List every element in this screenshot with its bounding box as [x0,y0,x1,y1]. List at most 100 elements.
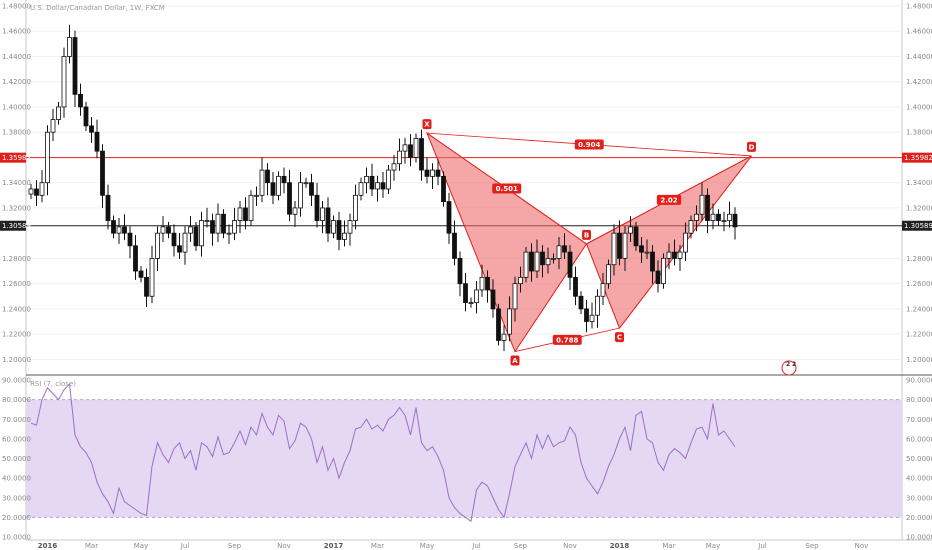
price-tick-label: 1.38000 [2,129,31,137]
candle-body [133,245,138,272]
time-tick-label: May [134,542,148,550]
candle-body [391,163,397,171]
candle-body [94,131,100,152]
pattern-point-label: C [617,334,622,342]
price-level-tag-label: 1.30589 [2,222,31,230]
price-tick-label: 1.38000 [906,129,932,137]
candle-body [325,207,331,234]
candle-body [105,194,111,221]
rsi-line [30,382,736,523]
candle-body [314,194,320,221]
candle-body [72,37,78,95]
candle-body [402,144,408,152]
time-axis: 2016 Mar May Jul Sep Nov 2017 Mar May Jul Sep Nov 20… [38,542,869,550]
candle-body [633,226,639,247]
price-level-tag [902,152,932,163]
rsi-tick-label: 20.0000 [906,514,932,522]
time-tick-label: Jul [471,542,481,550]
candle-body [204,220,210,222]
price-tick-label: 1.28000 [2,255,31,263]
candlestick-series [28,24,738,352]
candle-body [446,201,452,234]
candle-body [562,245,567,253]
time-tick-label: Mar [662,542,675,550]
candle-body [353,194,358,221]
candle-body [188,226,193,234]
price-tick-label: 1.42000 [2,78,31,86]
candle-body [606,264,611,285]
price-level-tag-label: 1.30589 [904,222,932,230]
candle-body [138,270,144,278]
annotation-badge[interactable]: 2 2 [781,360,797,376]
candle-body [705,194,710,221]
candle-body [116,226,122,234]
rsi-tick-label: 10.0000 [2,534,31,542]
pattern-point-badge [747,141,756,152]
candle-body [551,258,556,260]
candle-body [699,194,705,215]
candle-body [149,258,155,297]
price-level-tag [0,220,26,231]
candle-body [56,106,61,120]
price-level-tag-label: 1.35982 [904,154,932,162]
candle-body [534,251,540,272]
candle-body [34,188,39,196]
candle-body [710,213,716,221]
pattern-ratio-label: 0.501 [496,185,518,193]
time-tick-label: Nov [563,542,577,550]
candle-body [193,226,199,247]
price-tick-label: 1.48000 [2,3,31,11]
rsi-tick-label: 90.0000 [2,377,31,385]
price-tick-label: 1.44000 [906,53,932,61]
price-tick-label: 1.22000 [906,331,932,339]
price-tick-label: 1.40000 [906,103,932,111]
rsi-tick-label: 20.0000 [2,514,31,522]
price-tick-label: 1.46000 [2,28,31,36]
candle-body [650,251,655,272]
pattern-point-badge [422,119,432,130]
candle-body [358,182,364,196]
rsi-tick-label: 50.0000 [906,455,932,463]
candle-body [529,251,534,272]
rsi-pane[interactable]: 90.0000 80.0000 70.0000 60.0000 50.0000 40.00… [2,377,932,542]
rsi-tick-label: 40.0000 [906,475,932,483]
candle-body [545,258,551,266]
candle-body [122,226,127,234]
price-tick-label: 1.32000 [906,204,932,212]
pattern-ratio-label: 0.904 [578,141,600,149]
time-tick-label: Jul [757,542,767,550]
candle-body [628,226,633,234]
candle-body [226,232,232,235]
candle-body [171,232,177,247]
candle-body [215,213,221,234]
rsi-tick-label: 30.0000 [2,494,31,502]
chart-title: U.S. Dollar/Canadian Dollar, 1W, FXCM [30,4,165,12]
time-tick-label: 2016 [38,542,58,550]
price-tick-label: 1.32000 [2,204,31,212]
candle-body [556,245,562,259]
time-tick-label: 2017 [324,542,344,550]
candle-body [573,276,578,297]
pattern-ratio-label: 0.788 [556,336,578,344]
candle-body [28,188,34,195]
candle-body [435,169,441,177]
candle-body [160,226,166,234]
price-level-tag [0,152,26,163]
candle-body [452,232,457,259]
price-tick-label: 1.20000 [906,356,932,364]
pattern-ratio-badge [574,139,604,150]
rsi-band [26,399,902,518]
rsi-label: RSI (7, close) [30,380,76,388]
candle-body [413,138,419,158]
candle-body [182,232,188,253]
time-tick-label: Jul [180,542,190,550]
rsi-tick-label: 30.0000 [906,494,932,502]
candle-body [567,251,573,278]
candle-body [540,251,545,266]
price-level-tag-label: 1.35982 [2,154,31,162]
candle-body [89,125,94,133]
time-tick-label: Nov [855,542,869,550]
candle-body [298,182,303,209]
badge-icon [781,360,797,376]
